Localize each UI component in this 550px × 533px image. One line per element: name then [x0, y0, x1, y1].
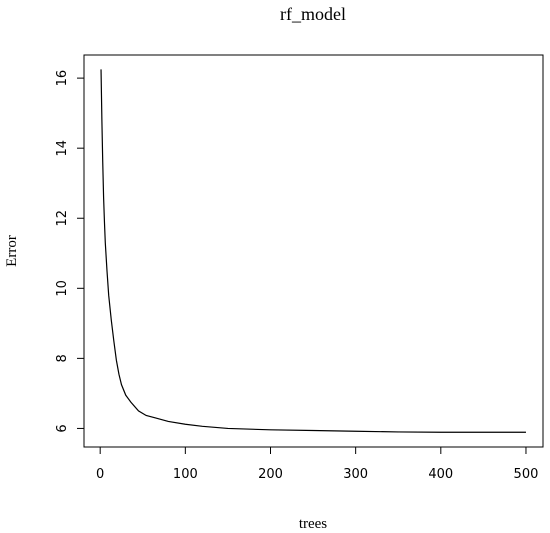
x-tick-label: 400	[428, 467, 453, 482]
data-line	[100, 69, 526, 433]
chart-title: rf_model	[280, 4, 346, 24]
y-axis-label: Error	[4, 235, 20, 267]
plot-frame	[83, 54, 544, 448]
x-tick-label: 300	[343, 467, 368, 482]
y-tick-label: 10	[55, 280, 70, 297]
x-tick-label: 0	[96, 467, 104, 482]
x-tick-label: 100	[173, 467, 198, 482]
y-tick-label: 14	[55, 140, 70, 157]
y-tick-label: 6	[55, 424, 70, 432]
x-axis-label: trees	[299, 516, 327, 532]
x-tick-label: 500	[514, 467, 539, 482]
y-tick-label: 16	[55, 70, 70, 87]
x-tick-label: 200	[258, 467, 283, 482]
y-tick-label: 8	[55, 354, 70, 362]
y-tick-label: 12	[55, 210, 70, 227]
